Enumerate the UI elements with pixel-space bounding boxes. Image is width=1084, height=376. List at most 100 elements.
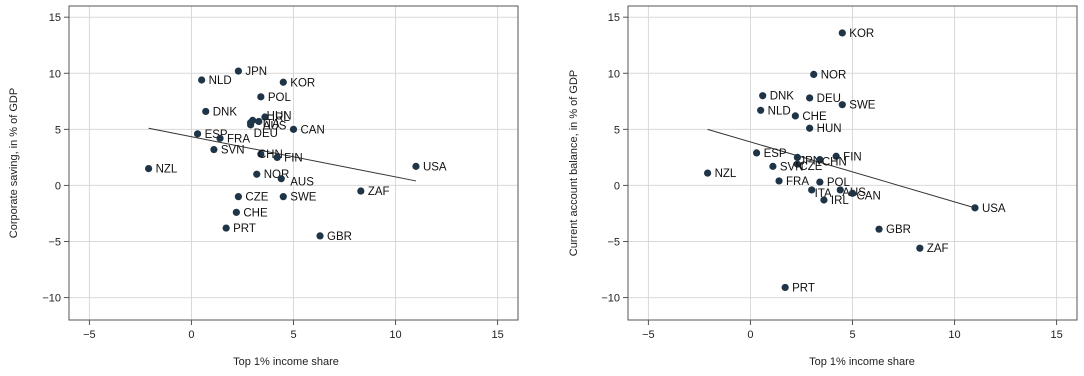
data-point-che xyxy=(791,112,799,120)
data-point-gbr xyxy=(875,225,883,233)
data-point-prt xyxy=(781,283,789,292)
y-tick-label: −10 xyxy=(601,293,620,305)
data-point-chn xyxy=(816,156,824,164)
data-point-can xyxy=(289,125,298,133)
data-point-usa xyxy=(412,162,420,170)
data-point-prt xyxy=(222,224,230,232)
point-label-kor: KOR xyxy=(290,77,315,89)
point-label-gbr: GBR xyxy=(886,224,911,236)
data-point-jpn xyxy=(793,153,801,161)
data-point-deu xyxy=(247,121,255,129)
point-label-fra: FRA xyxy=(786,176,809,188)
y-tick-label: −10 xyxy=(42,293,61,305)
x-axis-title: Top 1% income share xyxy=(809,356,915,368)
y-tick-label: 0 xyxy=(55,180,61,192)
point-label-fin: FIN xyxy=(284,152,303,164)
y-tick-label: 15 xyxy=(49,12,61,24)
point-label-svn: SVN xyxy=(780,161,804,173)
x-tick-label: 15 xyxy=(1050,329,1062,341)
data-point-pol xyxy=(257,93,265,101)
y-tick-label: 0 xyxy=(614,180,620,192)
data-point-nzl xyxy=(144,165,153,173)
point-label-kor: KOR xyxy=(849,28,874,40)
data-point-zaf xyxy=(357,187,365,195)
data-point-jpn xyxy=(234,67,242,75)
point-label-nor: NOR xyxy=(821,69,847,81)
data-point-esp xyxy=(752,149,761,157)
point-label-nor: NOR xyxy=(264,169,290,181)
y-tick-label: −5 xyxy=(48,237,61,249)
data-point-aus xyxy=(836,186,844,194)
x-tick-label: 10 xyxy=(948,329,960,341)
data-point-che xyxy=(232,208,240,216)
point-label-deu: DEU xyxy=(817,93,841,105)
x-tick-label: 10 xyxy=(389,329,401,341)
y-tick-label: 15 xyxy=(608,12,620,24)
point-label-che: CHE xyxy=(243,207,268,219)
left-scatter-panel: −5 0 5 10 15 −10 −5 0 5 10 15 Top 1% income share Co… xyxy=(8,5,519,368)
x-tick-label: 5 xyxy=(849,329,855,341)
point-label-ita: ITA xyxy=(815,188,832,200)
y-tick-label: 5 xyxy=(55,124,61,136)
y-tick-label: 10 xyxy=(49,68,61,80)
data-point-kor xyxy=(279,78,287,86)
y-tick-label: −5 xyxy=(607,237,620,249)
point-label-pol: POL xyxy=(268,92,292,104)
point-label-che: CHE xyxy=(802,111,827,123)
data-point-gbr xyxy=(316,232,324,240)
point-label-zaf: ZAF xyxy=(368,186,390,198)
fit-line xyxy=(148,127,417,182)
x-tick-label: 0 xyxy=(747,329,753,341)
data-point-pol xyxy=(816,178,824,186)
data-point-ita xyxy=(808,186,816,194)
point-label-hun: HUN xyxy=(267,110,292,122)
data-point-fra xyxy=(216,134,224,142)
data-point-irl xyxy=(261,113,269,121)
data-point-aus xyxy=(255,117,263,126)
data-point-nld xyxy=(757,106,765,114)
point-label-ita: ITA xyxy=(263,119,280,131)
point-label-jpn: JPN xyxy=(245,66,267,78)
data-point-nzl xyxy=(703,169,712,177)
point-label-can: CAN xyxy=(301,124,325,136)
data-point-svn xyxy=(210,145,218,154)
point-label-deu: DEU xyxy=(254,128,278,140)
fit-line xyxy=(707,128,976,209)
y-axis-title: Current account balance, in % of GDP xyxy=(568,70,580,256)
point-label-hun: HUN xyxy=(817,123,842,135)
data-point-nld xyxy=(198,76,206,84)
point-label-irl: IRL xyxy=(831,195,850,207)
point-label-fin: FIN xyxy=(843,151,862,163)
y-axis-title: Corporate saving, in % of GDP xyxy=(8,88,20,238)
point-label-can: CAN xyxy=(857,190,881,202)
data-point-dnk xyxy=(202,107,210,116)
data-point-fra xyxy=(775,177,783,185)
data-point-cze xyxy=(234,193,242,201)
point-label-gbr: GBR xyxy=(327,231,352,243)
point-label-esp: ESP xyxy=(764,148,787,160)
data-point-swe xyxy=(279,193,287,201)
point-label-usa: USA xyxy=(982,203,1006,215)
data-point-esp xyxy=(193,130,202,138)
point-label-usa: USA xyxy=(423,161,447,173)
data-point-fin xyxy=(832,152,840,160)
point-label-zaf: ZAF xyxy=(927,243,949,255)
point-label-dnk: DNK xyxy=(213,106,238,118)
point-label-chn: CHN xyxy=(822,157,847,169)
data-point-dnk xyxy=(759,92,767,100)
point-label-prt: PRT xyxy=(792,282,815,294)
data-point-nor xyxy=(253,170,261,178)
data-point-cze xyxy=(793,160,801,168)
point-label-jpn: JPN xyxy=(799,155,821,167)
x-tick-label: 15 xyxy=(491,329,503,341)
data-point-chn xyxy=(257,150,265,158)
x-tick-label: −5 xyxy=(83,329,96,341)
point-label-cze: CZE xyxy=(799,161,822,173)
x-tick-label: −5 xyxy=(642,329,655,341)
y-tick-label: 10 xyxy=(608,68,620,80)
point-label-esp: ESP xyxy=(205,129,228,141)
data-point-kor xyxy=(838,29,846,37)
data-point-fin xyxy=(273,153,281,161)
data-point-hun xyxy=(806,124,814,132)
y-tick-label: 5 xyxy=(614,124,620,136)
